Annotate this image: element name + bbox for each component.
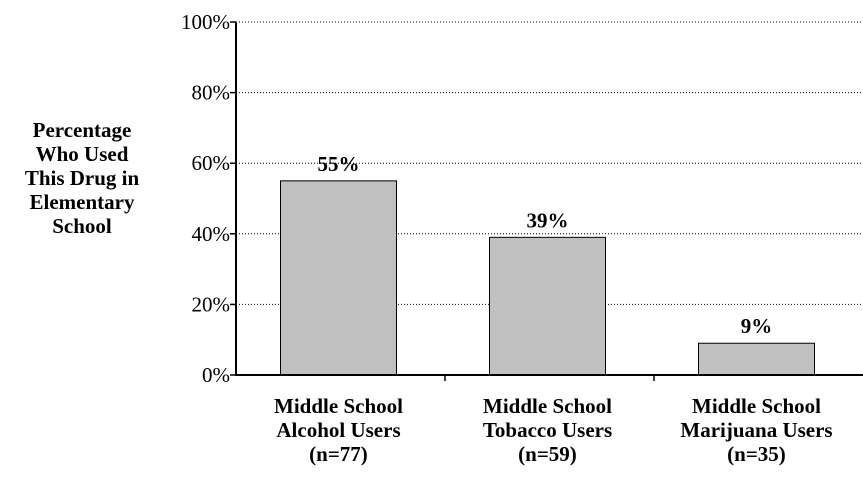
y-tick-label: 0%	[202, 363, 230, 387]
bar	[280, 180, 397, 376]
y-tick-label: 60%	[192, 151, 231, 175]
y-tick-label: 100%	[181, 10, 230, 34]
axes: 0% 20% 40% 60% 80% 100%	[181, 10, 863, 387]
data-label: 9%	[741, 314, 773, 338]
category-label: Middle School Tobacco Users (n=59)	[482, 394, 613, 466]
gridlines	[236, 21, 863, 305]
y-axis-label: Percentage Who Used This Drug in Element…	[24, 118, 140, 238]
y-tick-label: 40%	[192, 222, 231, 246]
category-label: Middle School Marijuana Users (n=35)	[680, 394, 833, 466]
bar	[698, 342, 815, 376]
bars	[280, 180, 815, 376]
category-label: Middle School Alcohol Users (n=77)	[274, 394, 403, 466]
bar	[489, 236, 606, 376]
data-labels: 55% 39% 9%	[318, 152, 773, 338]
y-tick-label: 80%	[192, 81, 231, 105]
y-tick-label: 20%	[192, 292, 231, 316]
data-label: 55%	[318, 152, 360, 176]
data-label: 39%	[527, 208, 569, 232]
